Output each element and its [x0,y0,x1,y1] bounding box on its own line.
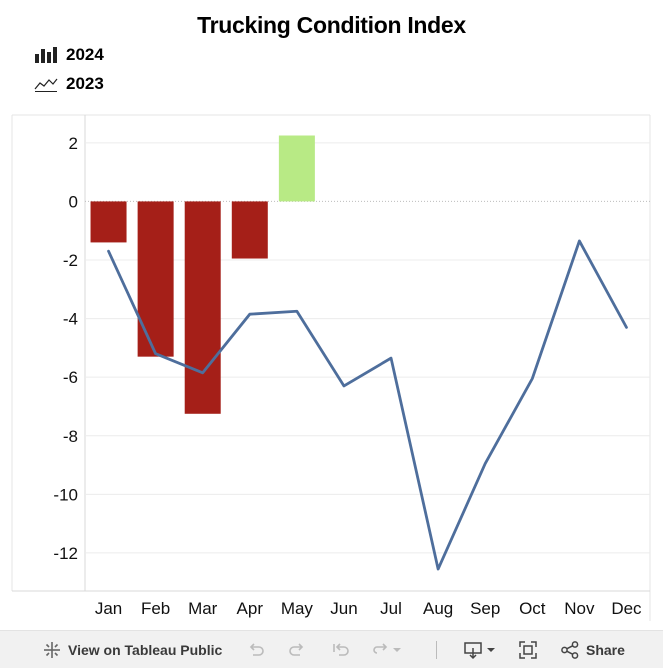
undo-button[interactable] [246,631,266,668]
revert-icon [331,640,351,660]
fullscreen-button[interactable] [518,631,538,668]
x-tick-label-jan: Jan [95,599,122,618]
chevron-down-icon [485,640,497,660]
share-button[interactable]: Share [560,631,625,668]
tableau-toolbar: View on Tableau Public [0,630,663,668]
redo-icon [287,640,307,660]
x-tick-label-mar: Mar [188,599,218,618]
x-tick-label-apr: Apr [237,599,264,618]
revert-button[interactable] [331,631,351,668]
y-tick-label: -6 [63,368,78,387]
view-on-tableau-button[interactable]: View on Tableau Public [42,631,222,668]
y-tick-label: -4 [63,310,78,329]
share-icon [560,640,580,660]
download-button[interactable] [463,631,497,668]
x-tick-label-dec: Dec [611,599,642,618]
y-tick-label: -2 [63,251,78,270]
y-tick-label: 2 [69,134,78,153]
x-tick-label-jul: Jul [380,599,402,618]
pause-updates-button[interactable] [371,631,403,668]
y-tick-label: 0 [69,192,78,211]
y-tick-label: -10 [53,485,78,504]
redo-button[interactable] [287,631,307,668]
chart-canvas: 2 0 -2 -4 -6 -8 -10 -12 Jan Feb Mar Apr May Jun Jul Aug… [0,0,663,630]
chevron-down-icon [391,640,403,660]
view-on-tableau-label: View on Tableau Public [68,642,222,658]
y-tick-label: -8 [63,427,78,446]
share-label: Share [586,642,625,658]
x-tick-label-sep: Sep [470,599,500,618]
x-tick-label-feb: Feb [141,599,170,618]
x-tick-label-nov: Nov [564,599,595,618]
tableau-logo-icon [42,640,62,660]
toolbar-divider [436,641,437,659]
bar-jan-2024 [91,201,127,242]
x-tick-label-may: May [281,599,314,618]
forward-icon [371,640,391,660]
x-tick-label-jun: Jun [330,599,357,618]
bar-feb-2024 [138,201,174,356]
bar-may-2024 [279,136,315,202]
bar-mar-2024 [185,201,221,413]
download-icon [463,640,485,660]
x-tick-label-oct: Oct [519,599,546,618]
bar-apr-2024 [232,201,268,258]
fullscreen-icon [518,640,538,660]
x-tick-label-aug: Aug [423,599,453,618]
y-tick-label: -12 [53,544,78,563]
undo-icon [246,640,266,660]
